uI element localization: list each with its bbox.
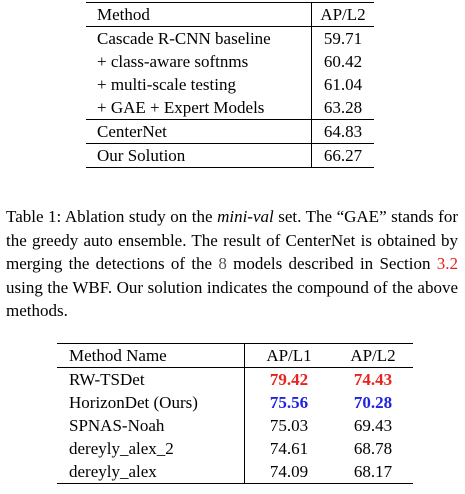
method-cell: + GAE + Expert Models: [86, 96, 312, 120]
caption-text: using the WBF. Our solution indicates th…: [6, 277, 458, 321]
caption-text: Ablation study on the: [61, 207, 218, 226]
ap-l2-cell: 68.17: [353, 462, 393, 481]
ap-l1-cell: 74.61: [244, 437, 333, 460]
ap-l2-cell: 68.78: [353, 439, 393, 458]
table-caption: Table 1: Ablation study on the mini-val …: [6, 205, 458, 323]
leaderboard-table-header-row: Method Name AP/L1 AP/L2: [57, 343, 413, 368]
ap-l1-cell: 75.03: [244, 414, 333, 437]
caption-italic-term: mini-val: [217, 207, 274, 226]
ablation-table-header-row: Method AP/L2: [86, 2, 374, 27]
caption-label: Table 1:: [6, 207, 62, 226]
table-row: HorizonDet (Ours) 75.56 70.28: [57, 391, 413, 414]
column-header-ap-l1: AP/L1: [244, 343, 333, 368]
table-row: + GAE + Expert Models 63.28: [86, 96, 374, 120]
caption-text: set. The “GAE” stands for the greedy aut…: [6, 207, 458, 273]
table-row: dereyly_alex 74.09 68.17: [57, 460, 413, 484]
caption-text: models described in Section: [226, 254, 437, 273]
ap-l1-cell-second: 75.56: [244, 391, 333, 414]
column-header-method-name: Method Name: [57, 343, 245, 368]
column-header-method: Method: [86, 2, 312, 27]
method-cell: + multi-scale testing: [97, 75, 236, 94]
method-cell: Cascade R-CNN baseline: [97, 29, 271, 48]
ap-l2-cell: 64.83: [311, 119, 374, 144]
method-cell: + class-aware softnms: [97, 52, 249, 71]
ap-l2-cell-second: 70.28: [353, 393, 393, 412]
ap-l2-cell-best: 74.43: [353, 370, 393, 389]
ap-l1-cell: 74.09: [244, 460, 333, 484]
section-reference-link[interactable]: 3.2: [436, 254, 458, 273]
table-row: + multi-scale testing 61.04: [86, 73, 374, 96]
table-row: Our Solution 66.27: [86, 143, 374, 168]
ap-l2-cell: 60.42: [311, 50, 374, 73]
method-name-cell: SPNAS-Noah: [69, 416, 165, 435]
table-row: + class-aware softnms 60.42: [86, 50, 374, 73]
caption-number: 8: [218, 254, 227, 273]
ap-l2-cell: 61.04: [311, 73, 374, 96]
table-row: dereyly_alex_2 74.61 68.78: [57, 437, 413, 460]
method-name-cell: dereyly_alex_2: [69, 439, 174, 458]
ap-l1-cell-best: 79.42: [244, 367, 333, 391]
ablation-table: Method AP/L2 Cascade R-CNN baseline 59.7…: [86, 2, 374, 168]
method-cell: Our Solution: [97, 146, 186, 165]
leaderboard-table: Method Name AP/L1 AP/L2 RW-TSDet 79.42 7…: [57, 343, 413, 484]
ap-l2-cell: 69.43: [353, 416, 393, 435]
ap-l2-cell: 66.27: [311, 143, 374, 168]
column-header-ap-l2: AP/L2: [311, 2, 374, 27]
table-row: Cascade R-CNN baseline 59.71: [86, 26, 374, 50]
ap-l2-cell: 63.28: [311, 96, 374, 120]
ap-l2-cell: 59.71: [311, 26, 374, 50]
table-row: CenterNet 64.83: [86, 119, 374, 144]
column-header-ap-l2: AP/L2: [333, 343, 413, 368]
method-name-cell: dereyly_alex: [69, 462, 157, 481]
method-name-cell: HorizonDet (Ours): [69, 393, 198, 412]
table-row: RW-TSDet 79.42 74.43: [57, 367, 413, 391]
method-cell: CenterNet: [86, 119, 312, 144]
method-name-cell: RW-TSDet: [69, 370, 145, 389]
table-row: SPNAS-Noah 75.03 69.43: [57, 414, 413, 437]
